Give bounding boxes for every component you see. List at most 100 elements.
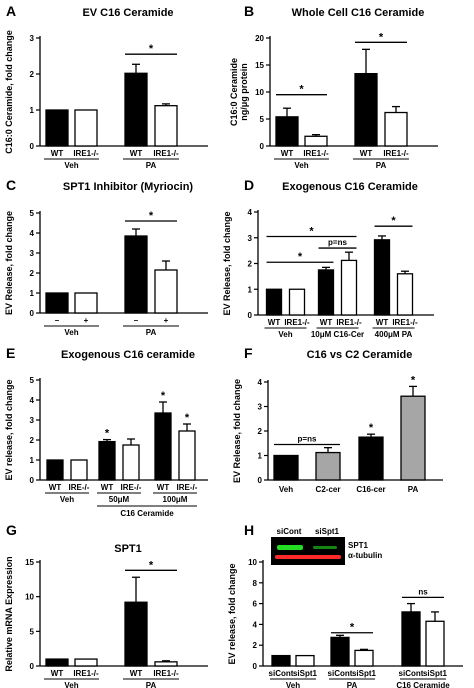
x-category-label: IRE-/-	[69, 483, 90, 492]
group-label: C16 Ceramide	[396, 681, 450, 688]
significance-label: *	[391, 215, 396, 227]
y-tick-label: 3	[248, 234, 253, 243]
x-category-label: IRE1-/-	[73, 669, 99, 678]
bracket-label: C16 Ceramide	[120, 509, 174, 518]
y-tick-label: 3	[258, 403, 263, 412]
group-label: PA	[376, 161, 387, 170]
y-tick-label: 3	[30, 416, 35, 425]
blot-lane-label: siCont	[277, 527, 302, 536]
y-tick-label: 5	[260, 115, 265, 124]
y-axis-label: ng/μg protein	[239, 63, 249, 121]
panel-label: B	[244, 3, 254, 19]
bar	[46, 459, 64, 481]
x-category-label: WT	[49, 483, 62, 492]
blot-band	[275, 555, 341, 559]
bar	[330, 636, 350, 667]
y-tick-label: 5	[30, 376, 35, 385]
bar	[288, 288, 306, 316]
group-label: C2-cer	[316, 485, 341, 494]
bar	[271, 654, 291, 667]
bar	[122, 444, 140, 481]
bar	[124, 601, 148, 667]
y-tick-label: 0	[30, 309, 35, 318]
bar	[354, 72, 378, 147]
panel-label: H	[244, 522, 254, 538]
x-category-label: WT	[320, 318, 333, 327]
group-label: PA	[408, 485, 419, 494]
group-label: 400μM PA	[375, 330, 413, 339]
chart-title: Exogenous C16 ceramide	[61, 349, 195, 361]
bar	[154, 105, 178, 147]
y-axis-label: EV Release, fold change	[232, 379, 242, 483]
y-tick-label: 2	[30, 70, 35, 79]
significance-label: ns	[418, 587, 428, 596]
bar	[74, 292, 98, 314]
significance-star: *	[411, 374, 416, 386]
x-category-label: –	[134, 316, 139, 325]
x-category-label: WT	[157, 483, 170, 492]
x-category-label: WT	[51, 669, 64, 678]
x-category-label: WT	[281, 149, 294, 158]
y-tick-label: 10	[255, 88, 264, 97]
panel-a: A EV C16 Ceramide 0 1 2 3 C16:0 Ceramide, fold…	[4, 3, 208, 170]
panel-d: D Exogenous C16 Ceramide 0 1 2 3 4 EV Release, …	[222, 177, 434, 339]
panel-e: E Exogenous C16 ceramide 0 1 2 3 4 5 EV release,…	[4, 345, 208, 518]
y-axis-label: EV Release, fold change	[222, 211, 232, 315]
chart-title: C16 vs C2 Ceramide	[307, 349, 413, 361]
significance-star: *	[185, 412, 190, 424]
group-label: Veh	[64, 681, 78, 688]
y-tick-label: 10	[248, 558, 257, 567]
panel-c: C SPT1 Inhibitor (Myriocin) 0 1 2 3 4 5 EV Relea…	[4, 177, 208, 337]
bar	[178, 430, 196, 481]
significance-label: *	[299, 84, 304, 96]
x-category-label: WT	[360, 149, 373, 158]
group-label: Veh	[60, 495, 74, 504]
group-label: Veh	[64, 328, 78, 337]
panel-label: A	[6, 3, 16, 19]
chart-title: Whole Cell C16 Ceramide	[292, 7, 425, 19]
group-label: 100μM	[163, 495, 188, 504]
x-category-label: IRE1-/-	[73, 149, 99, 158]
y-tick-label: 15	[25, 558, 34, 567]
x-category-label: WT	[130, 149, 143, 158]
x-category-label: IRE1-/-	[336, 318, 362, 327]
bar	[358, 436, 384, 481]
significance-star: *	[369, 422, 374, 434]
panel-label: D	[244, 177, 254, 193]
blot-lane-label: siSpt1	[315, 527, 340, 536]
x-category-label: IRE1-/-	[383, 149, 409, 158]
group-label: PA	[146, 328, 157, 337]
blot-image	[271, 537, 345, 565]
y-tick-label: 10	[25, 593, 34, 602]
x-category-label: IRE1-/-	[303, 149, 329, 158]
x-category-label: WT	[51, 149, 64, 158]
y-tick-label: 8	[253, 579, 258, 588]
y-tick-label: 1	[258, 452, 263, 461]
panel-label: E	[6, 345, 15, 361]
y-tick-label: 0	[30, 142, 35, 151]
y-tick-label: 1	[248, 285, 253, 294]
group-label: Veh	[279, 485, 293, 494]
y-tick-label: 4	[30, 229, 35, 238]
group-label: Veh	[64, 161, 78, 170]
y-tick-label: 2	[248, 260, 253, 269]
y-tick-label: 1	[30, 106, 35, 115]
bar	[275, 116, 299, 147]
y-tick-label: 4	[253, 620, 258, 629]
bar	[354, 649, 374, 667]
significance-star: *	[161, 390, 166, 402]
significance-label: p=ns	[298, 434, 317, 443]
bar	[304, 135, 328, 147]
y-tick-label: 3	[30, 249, 35, 258]
significance-label: *	[149, 43, 154, 55]
blot-band	[313, 546, 337, 549]
y-tick-label: 0	[30, 476, 35, 485]
significance-label: *	[350, 622, 355, 634]
y-axis-label: EV Release, fold change	[4, 211, 14, 315]
y-tick-label: 6	[253, 600, 258, 609]
y-tick-label: 2	[30, 436, 35, 445]
x-category-label: IRE1-/-	[153, 669, 179, 678]
bar	[315, 451, 341, 481]
panel-label: F	[244, 345, 253, 361]
